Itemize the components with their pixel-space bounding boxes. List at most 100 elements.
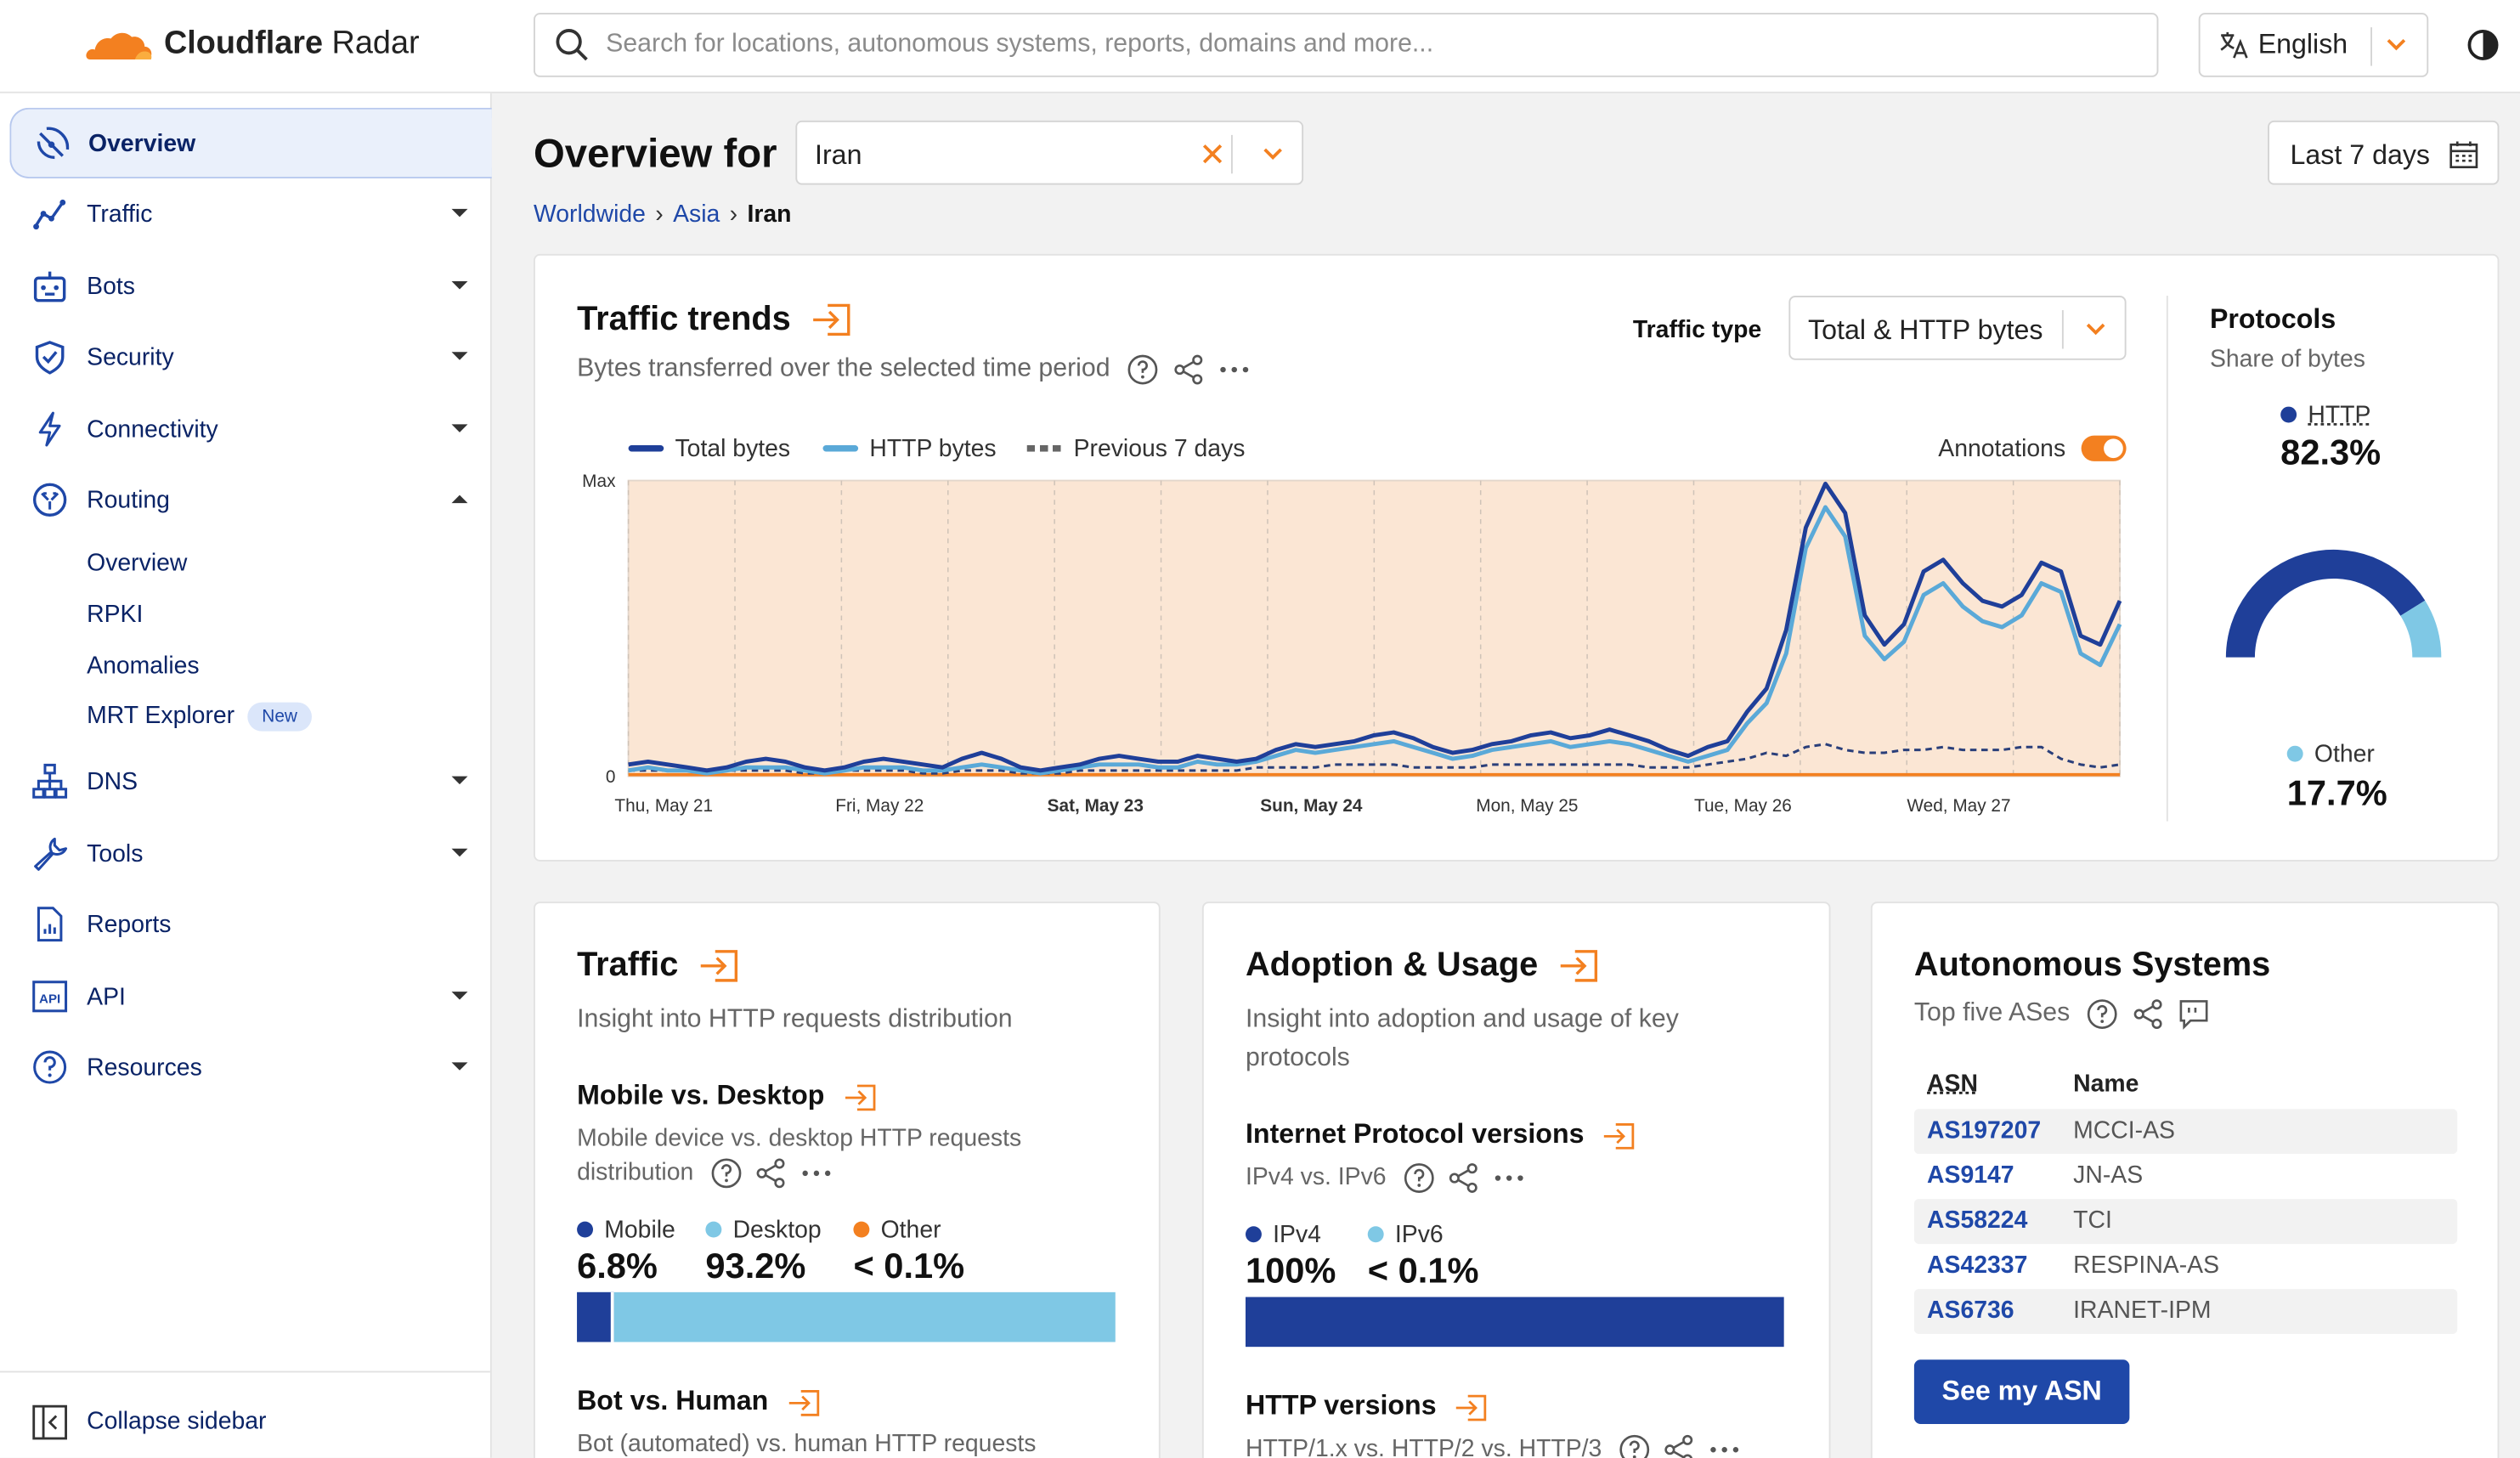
sidebar-item-label: Traffic [87,200,153,228]
sidebar-subitem-routing-overview[interactable]: Overview [87,549,188,578]
share-icon[interactable] [755,1157,788,1190]
sidebar-item-connectivity[interactable]: Connectivity [9,393,491,464]
more-options-icon[interactable] [1493,1162,1525,1195]
col-name: Name [2073,1070,2139,1098]
legend-http-bytes[interactable]: HTTP bytes [822,436,997,463]
col-asn: ASN [1927,1070,1978,1098]
more-options-icon[interactable] [800,1157,833,1190]
table-row[interactable]: AS197207 MCCI-AS [1913,1109,2458,1155]
routing-icon [32,483,67,517]
asn-link[interactable]: AS6736 [1927,1297,2014,1325]
asn-link[interactable]: AS9147 [1927,1161,2014,1190]
svg-text:API: API [39,992,60,1006]
sidebar-item-traffic[interactable]: Traffic [9,178,491,249]
page-title: Overview for [534,132,777,178]
annotations-toggle[interactable] [2081,435,2127,461]
sidebar: Overview Traffic Bots Security Connectiv… [0,93,492,1458]
cloudflare-radar-logo[interactable]: Cloudflare Radar [83,24,420,62]
annotations-label: Annotations [1938,435,2066,463]
ip-versions-title: Internet Protocol versions [1246,1119,1636,1151]
share-icon[interactable] [2133,997,2165,1030]
feedback-icon[interactable] [2178,997,2211,1030]
go-to-page-icon[interactable] [1557,949,1599,985]
sidebar-item-resources[interactable]: Resources [9,1031,491,1102]
chevron-down-icon[interactable] [2385,37,2407,54]
search-input[interactable] [606,30,2053,59]
caret-down-icon [451,848,468,857]
x-tick-label: Tue, May 26 [1694,796,1792,816]
caret-down-icon [451,208,468,218]
more-options-icon[interactable] [1218,353,1251,386]
as-card-title: Autonomous Systems [1913,947,2271,984]
sidebar-subitem-mrt-explorer[interactable]: MRT Explorer New [87,702,312,732]
go-to-page-icon[interactable] [810,302,851,338]
help-circle-icon[interactable] [1619,1433,1651,1458]
go-to-page-icon[interactable] [1454,1393,1489,1421]
search-box[interactable] [534,13,2159,77]
date-range-button[interactable]: Last 7 days [2268,120,2500,185]
sidebar-item-overview[interactable]: Overview [9,107,492,178]
sidebar-item-security[interactable]: Security [9,321,491,392]
legend-total-bytes[interactable]: Total bytes [628,436,790,463]
sidebar-subitem-anomalies[interactable]: Anomalies [87,652,200,681]
sidebar-subitem-rpki[interactable]: RPKI [87,601,144,629]
sidebar-item-api[interactable]: API API [9,961,491,1031]
share-icon[interactable] [1448,1162,1480,1195]
sidebar-item-label: DNS [87,767,138,795]
language-select[interactable]: English [2198,13,2429,77]
traffic-trends-chart[interactable]: Max 0 Thu, May 21 Fri, May 22 Sat, May 23 Sun… [568,461,2143,831]
legend-previous-7-days[interactable]: Previous 7 days [1026,436,1245,463]
asn-link[interactable]: AS58224 [1927,1207,2028,1235]
more-options-icon[interactable] [1709,1433,1741,1458]
theme-toggle-icon[interactable] [2467,29,2500,61]
caret-down-icon [451,281,468,290]
traffic-trends-subtitle: Bytes transferred over the selected time… [577,350,1251,388]
traffic-type-select[interactable]: Total & HTTP bytes [1788,296,2127,360]
go-to-page-icon[interactable] [786,1387,822,1416]
divider [2370,27,2373,66]
sidebar-item-routing[interactable]: Routing [9,465,491,535]
chevron-right-icon: › [729,201,738,229]
go-to-page-icon[interactable] [842,1082,878,1111]
protocols-other-value: 17.7% [2286,772,2387,814]
go-to-page-icon[interactable] [1602,1121,1637,1150]
sidebar-item-label: Routing [87,486,170,514]
shield-icon [35,341,65,375]
desktop-value: 93.2% [705,1245,806,1286]
wrench-icon [34,837,68,871]
help-circle-icon [33,1050,67,1084]
asn-link[interactable]: AS197207 [1927,1116,2042,1144]
go-to-page-icon[interactable] [698,949,739,985]
traffic-card: Traffic Insight into HTTP requests distr… [534,901,1161,1458]
help-circle-icon[interactable] [1403,1162,1435,1195]
help-circle-icon[interactable] [2087,997,2119,1030]
table-row[interactable]: AS42337 RESPINA-AS [1914,1244,2457,1289]
table-row[interactable]: AS58224 TCI [1913,1199,2458,1245]
share-icon[interactable] [1664,1433,1696,1458]
sidebar-item-bots[interactable]: Bots [9,251,491,321]
traffic-type-label: Traffic type [1632,316,1762,344]
see-my-asn-button[interactable]: See my ASN [1913,1359,2130,1424]
ipv4-value: 100% [1245,1250,1336,1291]
help-circle-icon[interactable] [710,1157,743,1190]
sidebar-item-tools[interactable]: Tools [9,818,491,889]
clear-icon[interactable]: ✕ [1199,138,1226,174]
country-select[interactable]: Iran ✕ [795,120,1304,185]
sidebar-item-reports[interactable]: Reports [9,889,491,959]
help-circle-icon[interactable] [1127,353,1159,386]
sidebar-item-dns[interactable]: DNS [9,746,491,817]
share-icon[interactable] [1172,353,1205,386]
as-card-subtitle: Top five ASes [1914,995,2211,1033]
collapse-sidebar-button[interactable]: Collapse sidebar [0,1370,490,1458]
sidebar-item-label: Resources [87,1053,202,1082]
table-row[interactable]: AS9147 JN-AS [1914,1154,2457,1199]
chevron-down-icon[interactable] [1262,146,1284,162]
asn-link[interactable]: AS42337 [1927,1252,2028,1280]
as-table: ASN Name AS197207 MCCI-AS AS9147 JN-AS AS5… [1913,1070,2458,1335]
table-row[interactable]: AS6736 IRANET-IPM [1913,1289,2458,1335]
ipv6-legend: IPv6 [1367,1222,1444,1249]
country-select-value: Iran [815,139,862,171]
mobile-legend: Mobile [577,1217,675,1244]
breadcrumb-asia[interactable]: Asia [673,201,720,229]
breadcrumb-worldwide[interactable]: Worldwide [534,201,646,229]
